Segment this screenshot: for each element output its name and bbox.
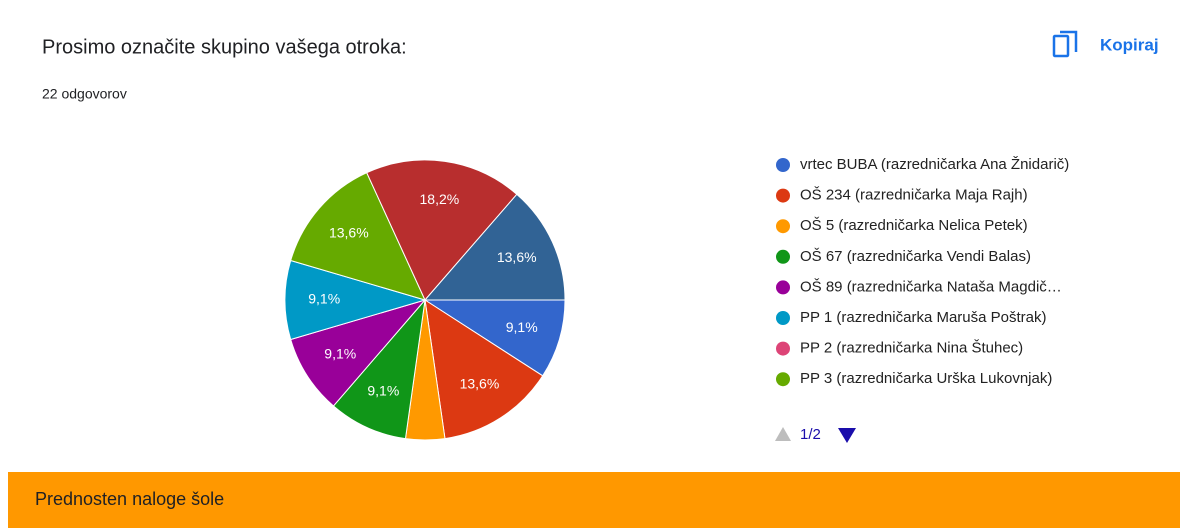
- slice-label: 13,6%: [460, 376, 500, 392]
- next-page[interactable]: [838, 428, 856, 443]
- slice-label: 13,6%: [329, 225, 369, 241]
- slice-label: 13,6%: [497, 249, 537, 265]
- pie-slice: [284, 259, 427, 341]
- legend-swatch: [776, 219, 790, 234]
- copy-icon: [1060, 30, 1078, 52]
- legend-label: OŠ 89 (razredničarka Nataša Magdič…: [800, 278, 1062, 295]
- legend-label: PP 3 (razredničarka Urška Lukovnjak): [800, 370, 1052, 387]
- pie-slice: [424, 298, 544, 440]
- pie-slice: [366, 159, 518, 301]
- legend-swatch: [776, 188, 790, 203]
- legend-swatch: [776, 158, 790, 172]
- legend-page: 1/2: [800, 426, 821, 443]
- legend: vrtec BUBA (razredničarka Ana Žnidarič) O…: [776, 156, 1069, 387]
- pie-slice: [423, 193, 566, 301]
- response-count: 22 odgovorov: [42, 86, 127, 102]
- slice-label: 9,1%: [506, 319, 538, 335]
- copy-button[interactable]: Kopiraj: [1052, 30, 1159, 58]
- pie: 9,1% 13,6% 9,1% 9,1% 9,1% 13,6% 18,2% 13,6%: [284, 159, 566, 441]
- legend-swatch: [776, 249, 790, 264]
- chart-title: Prosimo označite skupino vašega otroka:: [42, 36, 407, 58]
- legend-label: vrtec BUBA (razredničarka Ana Žnidarič): [800, 156, 1069, 173]
- legend-label: PP 2 (razredničarka Nina Štuhec): [800, 340, 1023, 357]
- slice-label: 9,1%: [367, 382, 399, 398]
- legend-label: OŠ 234 (razredničarka Maja Rajh): [800, 187, 1028, 204]
- legend-swatch: [776, 280, 790, 295]
- copy-icon: [1052, 34, 1070, 58]
- footer-text: Prednosten naloge šole: [35, 489, 224, 509]
- pie-slice: [290, 172, 426, 301]
- prev-page[interactable]: [775, 427, 791, 441]
- slice-label: 9,1%: [308, 291, 340, 307]
- legend-label: OŠ 67 (razredničarka Vendi Balas): [800, 248, 1031, 265]
- slice-label: 9,1%: [324, 345, 356, 361]
- pie-slice: [290, 299, 427, 407]
- pie-slice: [332, 298, 426, 440]
- legend-label: PP 1 (razredničarka Maruša Poštrak): [800, 309, 1046, 326]
- legend-swatch: [776, 372, 790, 387]
- footer-bar: [8, 472, 1180, 528]
- slice-label: 18,2%: [420, 191, 460, 207]
- pie-slice: [423, 299, 566, 377]
- copy-label: Kopiraj: [1100, 35, 1159, 54]
- legend-swatch: [776, 311, 790, 325]
- legend-swatch: [776, 341, 790, 356]
- legend-label: OŠ 5 (razredničarka Nelica Petek): [800, 217, 1028, 234]
